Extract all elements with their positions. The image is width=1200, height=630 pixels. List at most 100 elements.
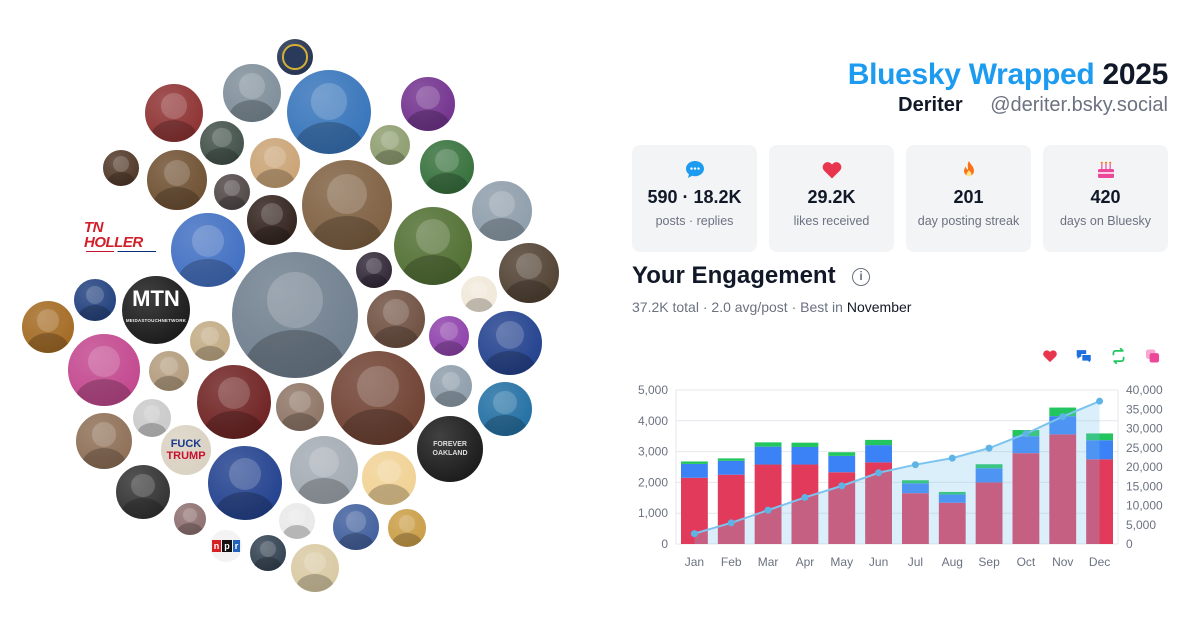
avatar[interactable]: [329, 349, 427, 447]
avatar[interactable]: [386, 507, 428, 549]
avatar[interactable]: [143, 82, 205, 144]
user-identity: Deriter @deriter.bsky.social: [898, 94, 1168, 117]
bar-segment: [754, 464, 782, 544]
avatar[interactable]: [274, 381, 326, 433]
y-tick-label: 0: [661, 537, 668, 551]
avatar-fuck[interactable]: FUCK TRUMP: [159, 423, 213, 477]
avatar-text-oakland: OAKLAND: [432, 450, 468, 457]
avatar[interactable]: [248, 136, 302, 190]
avatar[interactable]: [72, 277, 118, 323]
avatar[interactable]: [360, 449, 418, 507]
avatar[interactable]: [188, 319, 232, 363]
bar-segment: [938, 494, 966, 503]
avatar[interactable]: [365, 288, 427, 350]
avatar[interactable]: [418, 138, 476, 196]
avatar[interactable]: [20, 299, 76, 355]
y2-tick-label: 0: [1126, 537, 1133, 551]
bar-segment: [754, 446, 782, 465]
avatar[interactable]: [206, 444, 284, 522]
bar-segment: [791, 446, 819, 465]
y2-tick-label: 10,000: [1126, 499, 1163, 513]
legend-replies-icon[interactable]: [1075, 348, 1093, 369]
stat-label: likes received: [793, 214, 870, 228]
y2-tick-label: 35,000: [1126, 402, 1163, 416]
avatar[interactable]: [427, 314, 471, 358]
avatar[interactable]: [145, 148, 209, 212]
avatar[interactable]: [354, 250, 394, 290]
legend-heart-icon[interactable]: [1042, 348, 1058, 369]
cumulative-point: [875, 469, 883, 477]
avatar[interactable]: [248, 533, 288, 573]
avatar[interactable]: [212, 172, 252, 212]
avatar[interactable]: [300, 158, 394, 252]
avatar[interactable]: [230, 250, 360, 380]
y2-tick-label: 30,000: [1126, 422, 1163, 436]
avatar[interactable]: [114, 463, 172, 521]
avatar[interactable]: [476, 380, 534, 438]
avatar[interactable]: [101, 148, 141, 188]
bar-segment: [717, 474, 745, 544]
cumulative-area: [694, 401, 1100, 544]
bar-segment: [902, 480, 929, 484]
bar-segment: [1012, 436, 1040, 454]
legend-repost-icon[interactable]: [1110, 347, 1127, 369]
bar-segment: [1012, 453, 1040, 544]
bar-segment: [1049, 434, 1077, 544]
tn-flag-bar: [86, 251, 156, 252]
cumulative-point: [801, 493, 809, 501]
avatar[interactable]: [368, 123, 412, 167]
avatar[interactable]: [428, 363, 474, 409]
bar-segment: [828, 455, 856, 473]
bar-segment: [717, 460, 745, 475]
avatar[interactable]: [172, 501, 208, 537]
engagement-best-prefix: Best in: [800, 299, 843, 315]
separator: ·: [791, 299, 797, 315]
stat-label: day posting streak: [917, 214, 1020, 228]
avatar[interactable]: [277, 501, 317, 541]
avatar-text-trump: TRUMP: [166, 450, 206, 462]
avatar[interactable]: [66, 332, 142, 408]
engagement-avg: 2.0 avg/post: [711, 299, 788, 315]
avatar[interactable]: [147, 349, 191, 393]
avatar-mtn[interactable]: MTN MEIDASTOUCHNETWORK: [120, 274, 192, 346]
x-tick-label: Aug: [942, 555, 963, 569]
bar-segment: [1086, 440, 1113, 460]
avatar[interactable]: [392, 205, 474, 287]
avatar[interactable]: [245, 193, 299, 247]
stat-label: days on Bluesky: [1059, 214, 1152, 228]
bar-segment: [865, 445, 892, 463]
avatar[interactable]: [169, 211, 247, 289]
bar-segment: [975, 468, 1003, 483]
avatar[interactable]: [459, 274, 499, 314]
stat-value: 590 · 18.2K: [647, 187, 742, 207]
tn-holler-logo[interactable]: TN HOLLER: [84, 220, 158, 252]
x-tick-label: Jun: [869, 555, 888, 569]
cumulative-point: [727, 519, 735, 527]
avatar[interactable]: [470, 179, 534, 243]
avatar[interactable]: [131, 397, 173, 439]
y-tick-label: 4,000: [638, 414, 668, 428]
avatar-oak[interactable]: FOREVER OAKLAND: [415, 414, 485, 484]
x-tick-label: Jan: [685, 555, 704, 569]
avatar[interactable]: [288, 434, 360, 506]
legend-quote-icon[interactable]: [1144, 348, 1161, 369]
y2-tick-label: 40,000: [1126, 383, 1163, 397]
avatar[interactable]: [331, 502, 381, 552]
avatar[interactable]: [198, 119, 246, 167]
avatar[interactable]: [399, 75, 457, 133]
avatar[interactable]: [285, 68, 373, 156]
avatar[interactable]: [74, 411, 134, 471]
avatar[interactable]: [497, 241, 561, 305]
user-handle[interactable]: @deriter.bsky.social: [990, 94, 1168, 116]
avatar-seal[interactable]: [275, 37, 315, 77]
avatar[interactable]: [476, 309, 544, 377]
avatar[interactable]: [289, 542, 341, 594]
speech-bubble-icon: [632, 159, 757, 181]
avatar[interactable]: [195, 363, 273, 441]
info-icon[interactable]: i: [852, 268, 870, 286]
x-tick-label: Nov: [1052, 555, 1073, 569]
y-tick-label: 3,000: [638, 445, 668, 459]
avatar[interactable]: [221, 62, 283, 124]
y2-tick-label: 25,000: [1126, 441, 1163, 455]
